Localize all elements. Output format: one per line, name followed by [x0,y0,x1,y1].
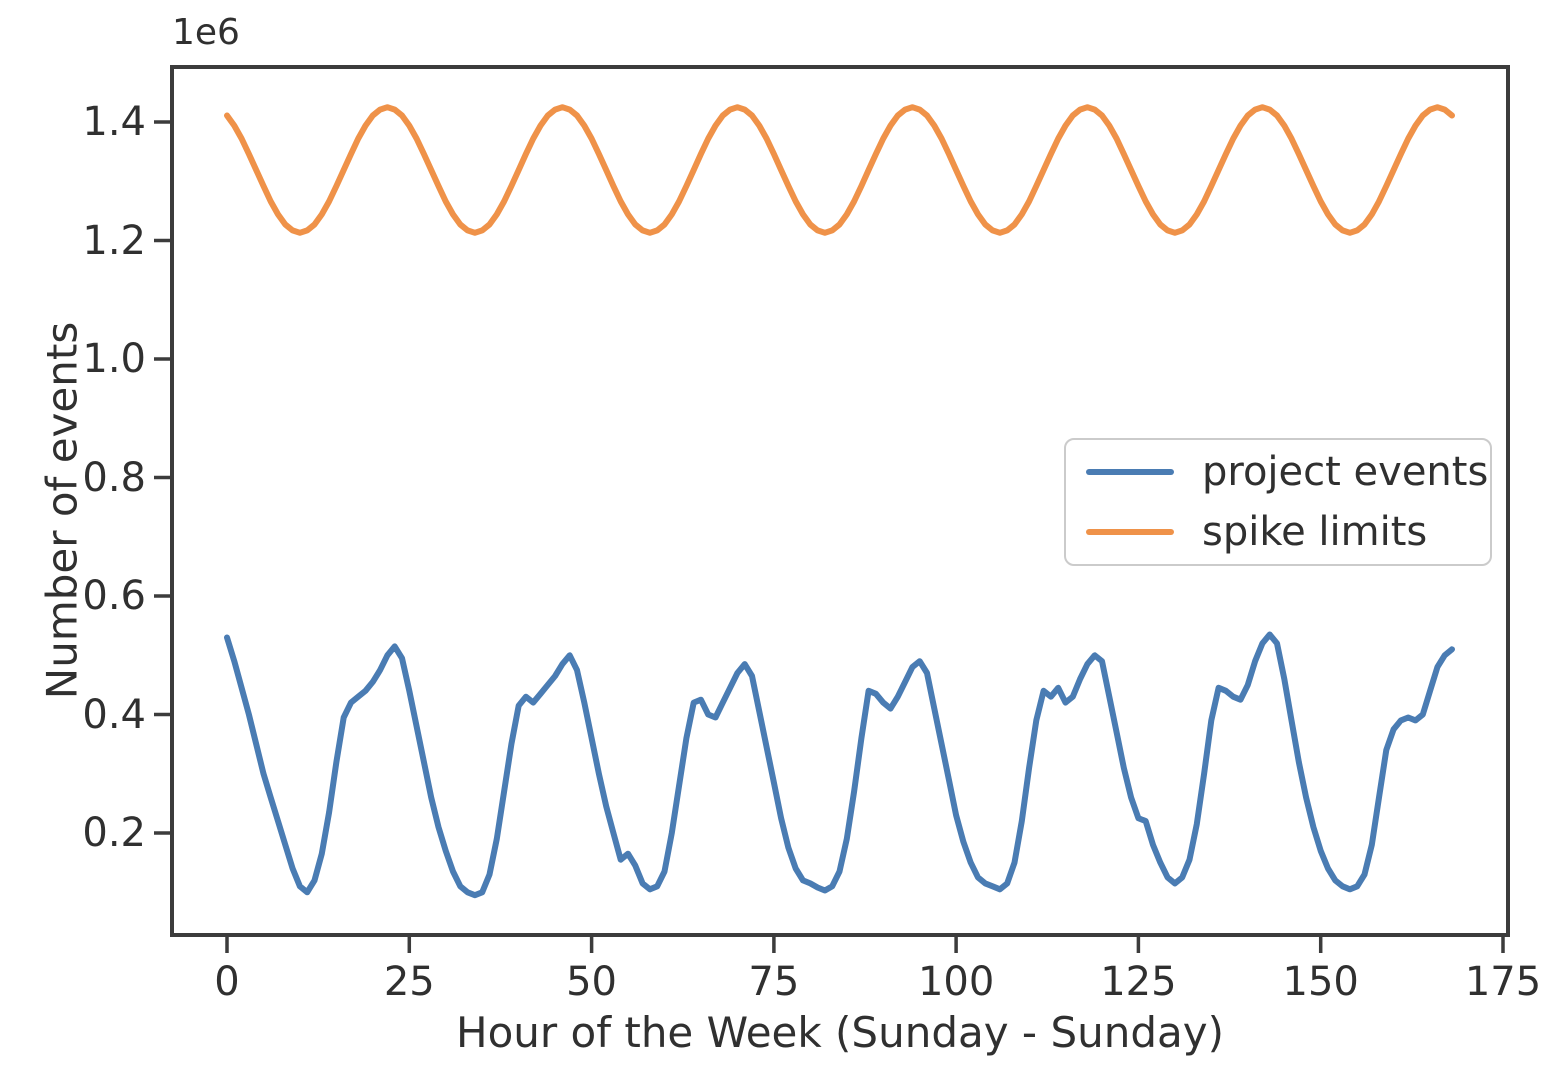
spike-limits-line [224,104,1455,236]
legend-item-project-events: project events [1078,447,1490,497]
legend: project events spike limits [1064,438,1492,566]
y-axis-offset-text: 1e6 [172,12,240,53]
legend-label-spike-limits: spike limits [1202,509,1428,555]
x-tick-label: 50 [566,959,618,1005]
y-tick-label: 0.6 [82,573,146,619]
y-axis-label: Number of events [37,321,87,700]
x-tick-label: 100 [917,959,995,1005]
y-axis-ticks [154,120,170,835]
y-tick-label: 1.0 [82,336,146,382]
y-tick-label: 0.2 [82,810,146,856]
project-events-line [224,631,1455,899]
x-tick-label: 175 [1464,959,1542,1005]
x-axis-label: Hour of the Week (Sunday - Sunday) [456,1008,1224,1057]
axes-frame [170,65,1510,937]
legend-label-project-events: project events [1202,449,1489,495]
x-tick-label: 150 [1282,959,1359,1005]
spike-limits-line-swatch [1086,529,1174,535]
x-tick-label: 75 [748,959,800,1005]
x-axis-ticks [225,937,1505,953]
y-tick-label: 0.4 [82,691,146,738]
project-events-line-swatch [1086,469,1174,475]
legend-item-spike-limits: spike limits [1078,507,1490,557]
y-tick-label: 1.4 [82,99,146,145]
x-tick-label: 25 [383,959,435,1005]
x-tick-label: 125 [1100,959,1177,1005]
y-tick-label: 0.8 [82,454,146,501]
x-tick-label: 0 [214,959,240,1005]
y-tick-label: 1.2 [82,217,146,264]
